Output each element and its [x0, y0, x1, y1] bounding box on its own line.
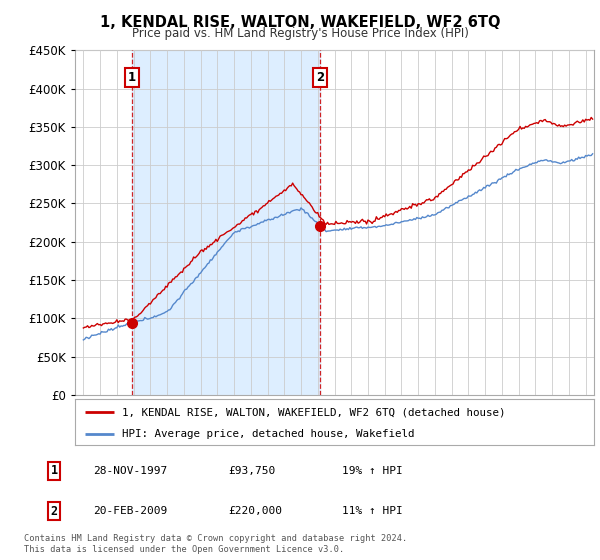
Text: Price paid vs. HM Land Registry's House Price Index (HPI): Price paid vs. HM Land Registry's House … — [131, 27, 469, 40]
Text: 1: 1 — [50, 464, 58, 478]
Text: 20-FEB-2009: 20-FEB-2009 — [93, 506, 167, 516]
Text: 28-NOV-1997: 28-NOV-1997 — [93, 466, 167, 476]
Bar — [132, 50, 320, 395]
Text: £220,000: £220,000 — [228, 506, 282, 516]
Text: HPI: Average price, detached house, Wakefield: HPI: Average price, detached house, Wake… — [122, 429, 414, 438]
Text: 1, KENDAL RISE, WALTON, WAKEFIELD, WF2 6TQ (detached house): 1, KENDAL RISE, WALTON, WAKEFIELD, WF2 6… — [122, 407, 505, 417]
Text: 1, KENDAL RISE, WALTON, WAKEFIELD, WF2 6TQ: 1, KENDAL RISE, WALTON, WAKEFIELD, WF2 6… — [100, 15, 500, 30]
Text: 19% ↑ HPI: 19% ↑ HPI — [342, 466, 403, 476]
Text: 2: 2 — [316, 71, 324, 83]
Text: 1: 1 — [128, 71, 136, 83]
Text: 11% ↑ HPI: 11% ↑ HPI — [342, 506, 403, 516]
Text: 2: 2 — [50, 505, 58, 518]
Text: Contains HM Land Registry data © Crown copyright and database right 2024.
This d: Contains HM Land Registry data © Crown c… — [24, 534, 407, 554]
Text: £93,750: £93,750 — [228, 466, 275, 476]
